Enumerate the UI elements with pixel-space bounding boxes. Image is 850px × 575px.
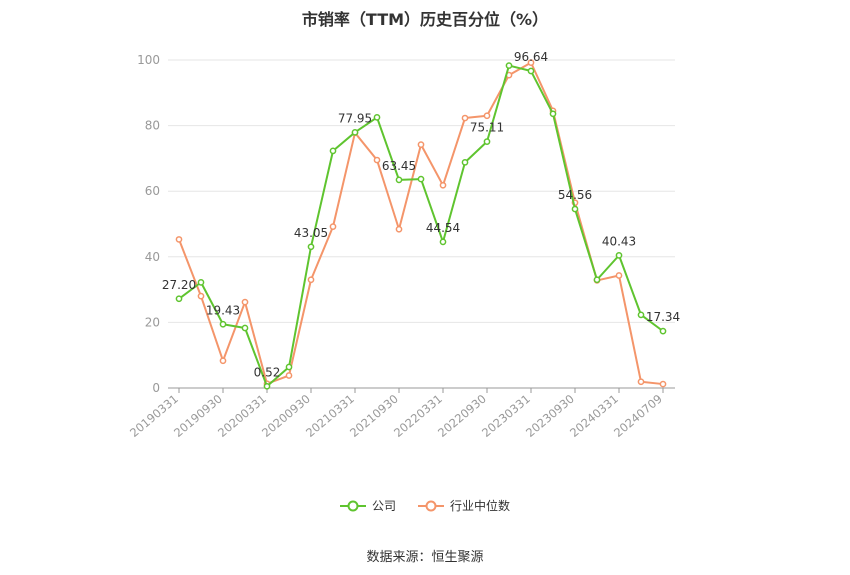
- legend-item-industry-median[interactable]: 行业中位数: [418, 497, 510, 514]
- point-s0-8: [351, 128, 359, 136]
- data-label-18: 54.56: [558, 188, 592, 202]
- series-layer: [175, 59, 667, 390]
- point-s1-22: [659, 380, 667, 388]
- legend-item-company[interactable]: 公司: [339, 497, 396, 514]
- point-s0-20: [615, 252, 623, 259]
- y-tick-label-40: 40: [145, 250, 160, 264]
- point-s0-5: [285, 363, 293, 371]
- legend-label-industry-median: 行业中位数: [450, 499, 511, 513]
- axis-layer: 0204060801002019033120190930202003312020…: [127, 53, 675, 440]
- legend-swatch-industry-median-icon: [418, 500, 444, 511]
- grid-layer: [168, 59, 675, 323]
- point-s0-18: [571, 205, 579, 213]
- point-s0-7: [329, 147, 337, 155]
- series-line-1: [178, 61, 664, 386]
- point-s0-1: [197, 279, 205, 286]
- data-label-layer: 27.20 19.43 0.52 43.05 77.95 63.45 44.54 75.11 9…: [162, 50, 680, 379]
- data-label-4: 0.52: [254, 365, 281, 379]
- point-s1-13: [461, 114, 469, 122]
- point-s1-20: [615, 272, 623, 279]
- y-tick-label-60: 60: [145, 184, 160, 198]
- data-label-0: 27.20: [162, 278, 196, 292]
- point-s0-22: [659, 327, 667, 335]
- point-s1-9: [373, 156, 381, 164]
- y-tick-label-100: 100: [137, 53, 160, 67]
- data-label-20: 40.43: [602, 234, 636, 248]
- point-s1-0: [175, 236, 183, 243]
- point-s0-21: [637, 311, 645, 319]
- source-note: 数据来源：恒生聚源: [366, 550, 484, 565]
- point-s0-12: [439, 238, 447, 246]
- x-tick-label-20240709: 20240709: [611, 392, 665, 440]
- point-s0-4: [263, 382, 271, 390]
- point-s1-16: [527, 59, 535, 66]
- point-s1-2: [219, 357, 227, 365]
- point-s1-3: [241, 298, 249, 306]
- data-label-16: 96.64: [514, 50, 548, 64]
- point-s0-9: [373, 114, 381, 121]
- legend-swatch-company-icon: [339, 500, 366, 511]
- data-label-8: 77.95: [338, 111, 372, 125]
- chart-title: 市销率（TTM）历史百分位（%）: [301, 10, 549, 29]
- y-tick-label-0: 0: [152, 381, 160, 395]
- point-s0-16: [527, 67, 535, 75]
- data-label-14: 75.11: [470, 121, 504, 135]
- point-s1-5: [285, 372, 293, 379]
- data-label-10: 63.45: [382, 159, 416, 173]
- point-s1-11: [417, 141, 425, 148]
- y-tick-label-80: 80: [145, 119, 160, 133]
- point-s1-21: [637, 378, 645, 386]
- point-s1-6: [307, 276, 315, 284]
- point-s0-10: [395, 176, 403, 184]
- point-s0-3: [241, 324, 249, 332]
- point-s0-13: [461, 158, 469, 166]
- point-s1-12: [439, 181, 447, 189]
- series-line-0: [178, 64, 664, 388]
- point-s0-14: [483, 138, 491, 145]
- point-s0-15: [505, 62, 513, 69]
- data-label-12: 44.54: [426, 221, 460, 235]
- data-label-2: 19.43: [206, 303, 240, 317]
- point-s0-2: [219, 320, 227, 328]
- point-s0-0: [175, 295, 183, 303]
- point-s0-19: [593, 276, 601, 284]
- data-label-6: 43.05: [294, 226, 328, 240]
- point-s1-1: [197, 292, 205, 300]
- y-tick-label-20: 20: [145, 315, 160, 329]
- legend: 公司 行业中位数: [0, 497, 850, 514]
- point-s1-7: [329, 223, 337, 230]
- data-label-22: 17.34: [646, 310, 680, 324]
- point-s0-17: [549, 110, 557, 118]
- point-s0-11: [417, 175, 425, 183]
- point-s1-14: [483, 112, 491, 120]
- point-s1-10: [395, 225, 403, 233]
- legend-label-company: 公司: [371, 499, 396, 513]
- point-s0-6: [307, 243, 315, 251]
